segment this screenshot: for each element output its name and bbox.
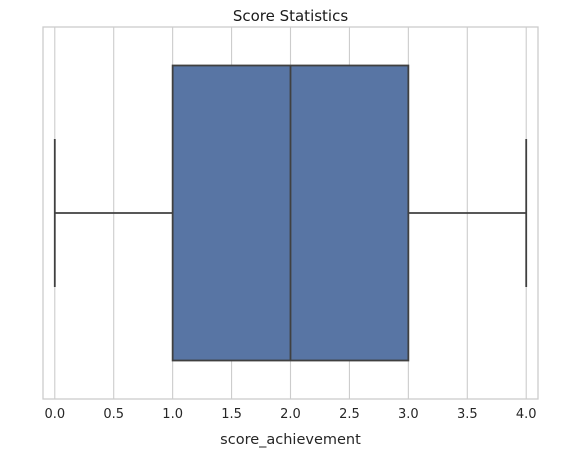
x-tick-label: 1.5 [221, 407, 242, 422]
x-axis-label: score_achievement [220, 432, 361, 448]
x-tick-label: 2.5 [339, 407, 360, 422]
x-tick-label: 1.0 [162, 407, 183, 422]
plot-frame [42, 26, 539, 400]
chart-title: Score Statistics [233, 7, 349, 25]
x-tick-label: 3.0 [398, 407, 419, 422]
x-tick-label: 0.0 [44, 407, 65, 422]
box-layer [53, 64, 528, 362]
x-tick-label: 4.0 [516, 407, 537, 422]
x-tick-label: 3.5 [457, 407, 478, 422]
x-tick-label: 2.0 [280, 407, 301, 422]
x-tick-label: 0.5 [103, 407, 124, 422]
tick-layer: 0.0 0.5 1.0 1.5 2.0 2.5 3.0 3.5 4.0 [44, 407, 536, 422]
